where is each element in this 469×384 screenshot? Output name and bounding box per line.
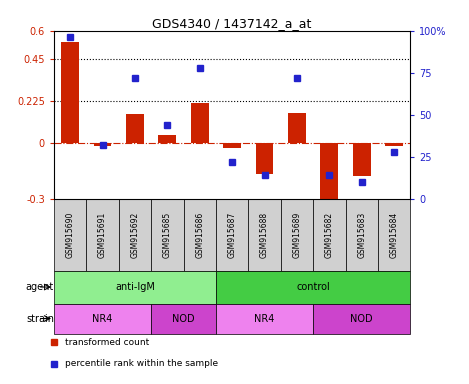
Bar xyxy=(281,199,313,271)
Text: GSM915691: GSM915691 xyxy=(98,212,107,258)
Bar xyxy=(159,135,176,142)
Text: GSM915684: GSM915684 xyxy=(390,212,399,258)
Bar xyxy=(183,199,216,271)
Text: strain: strain xyxy=(26,313,54,323)
Text: GSM915686: GSM915686 xyxy=(195,212,204,258)
Bar xyxy=(216,303,313,334)
Bar xyxy=(119,199,151,271)
Bar xyxy=(346,199,378,271)
Bar xyxy=(256,142,273,174)
Text: GSM915688: GSM915688 xyxy=(260,212,269,258)
Title: GDS4340 / 1437142_a_at: GDS4340 / 1437142_a_at xyxy=(152,17,312,30)
Bar xyxy=(54,271,216,303)
Text: transformed count: transformed count xyxy=(65,338,149,347)
Bar xyxy=(353,142,371,176)
Text: GSM915687: GSM915687 xyxy=(227,212,237,258)
Bar xyxy=(54,303,151,334)
Bar xyxy=(288,113,306,142)
Bar xyxy=(126,114,144,142)
Bar xyxy=(216,199,249,271)
Text: GSM915689: GSM915689 xyxy=(293,212,302,258)
Text: NOD: NOD xyxy=(350,313,373,323)
Text: control: control xyxy=(296,282,330,292)
Text: NR4: NR4 xyxy=(92,313,113,323)
Bar xyxy=(151,303,216,334)
Text: GSM915692: GSM915692 xyxy=(130,212,139,258)
Text: agent: agent xyxy=(26,282,54,292)
Text: GSM915682: GSM915682 xyxy=(325,212,334,258)
Text: percentile rank within the sample: percentile rank within the sample xyxy=(65,359,218,368)
Text: GSM915690: GSM915690 xyxy=(66,211,75,258)
Bar xyxy=(313,199,346,271)
Bar xyxy=(94,142,112,146)
Bar xyxy=(191,103,209,142)
Bar xyxy=(223,142,241,148)
Text: NR4: NR4 xyxy=(254,313,275,323)
Bar xyxy=(313,303,410,334)
Text: anti-IgM: anti-IgM xyxy=(115,282,155,292)
Bar xyxy=(216,271,410,303)
Text: GSM915683: GSM915683 xyxy=(357,212,366,258)
Bar xyxy=(385,142,403,146)
Bar xyxy=(320,142,338,204)
Bar xyxy=(378,199,410,271)
Bar xyxy=(61,42,79,142)
Bar xyxy=(86,199,119,271)
Bar xyxy=(54,199,86,271)
Text: GSM915685: GSM915685 xyxy=(163,212,172,258)
Bar xyxy=(249,199,281,271)
Text: NOD: NOD xyxy=(172,313,195,323)
Bar xyxy=(151,199,183,271)
